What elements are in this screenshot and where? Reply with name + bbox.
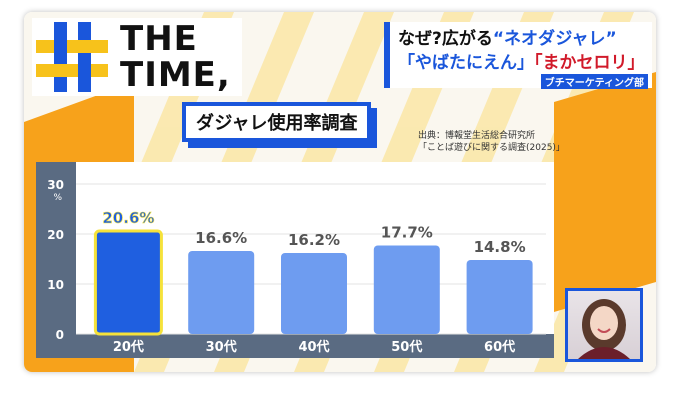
data-label: 17.7% (381, 224, 433, 242)
bar (281, 253, 347, 334)
chart-title: ダジャレ使用率調査 (182, 102, 372, 142)
logo-text-line1: THE (120, 19, 198, 59)
y-unit-label: % (53, 193, 62, 203)
bar (373, 245, 440, 334)
source-note: 出典：博報堂生活総合研究所 「ことば遊びに関する調査(2025)」 (418, 130, 565, 154)
data-label: 20.6% (102, 209, 154, 227)
hash-logo-icon (36, 22, 108, 92)
headline-line2: 「やばたにえん」「まかセロリ」 (398, 48, 645, 73)
bar-chart: 0 10 20 30% 20.6% 20代 16.6% 30代 16.2% 40代 17.7% 50代… (36, 162, 554, 358)
bar (188, 251, 255, 334)
y-axis-strip (36, 162, 76, 358)
x-tick-label: 60代 (484, 339, 515, 355)
x-axis-strip (76, 334, 554, 358)
program-logo: THE TIME, (32, 18, 242, 96)
broadcast-frame: THE TIME, なぜ?広がる“ネオダジャレ” 「やばたにえん」「まかセロリ」… (24, 12, 656, 372)
orange-corner-right (554, 72, 656, 312)
source-line2: 「ことば遊びに関する調査(2025)」 (418, 143, 565, 153)
y-tick-label: 20 (47, 228, 64, 242)
segment-tag: ブチマーケティング部 (540, 74, 648, 89)
data-label: 14.8% (474, 238, 526, 256)
data-label: 16.2% (288, 231, 340, 249)
x-tick-label: 40代 (298, 339, 329, 355)
headline-example-b: 「まかセロリ」 (534, 53, 645, 73)
y-tick-label: 0 (56, 328, 64, 342)
logo-text-line2: TIME, (120, 55, 231, 95)
source-line1: 出典：博報堂生活総合研究所 (418, 131, 536, 141)
x-tick-label: 20代 (113, 339, 144, 355)
presenter-avatar (578, 299, 630, 359)
data-label: 16.6% (195, 229, 247, 247)
headline-box: なぜ?広がる“ネオダジャレ” 「やばたにえん」「まかセロリ」 ブチマーケティング… (384, 22, 652, 89)
y-tick-label: 10 (47, 278, 64, 292)
headline-example-a: 「やばたにえん」 (398, 53, 534, 73)
x-tick-label: 30代 (206, 339, 237, 355)
bar (93, 229, 163, 336)
chart-card: 0 10 20 30% 20.6% 20代 16.6% 30代 16.2% 40代 17.7% 50代… (36, 162, 554, 358)
headline-line1: なぜ?広がる“ネオダジャレ” (398, 24, 617, 49)
headline-quoted: “ネオダジャレ” (492, 29, 617, 49)
bar (466, 260, 533, 334)
headline-prefix: なぜ?広がる (398, 29, 493, 49)
presenter-wipe (565, 288, 643, 362)
y-tick-label: 30 (47, 178, 64, 192)
x-tick-label: 50代 (391, 339, 422, 355)
